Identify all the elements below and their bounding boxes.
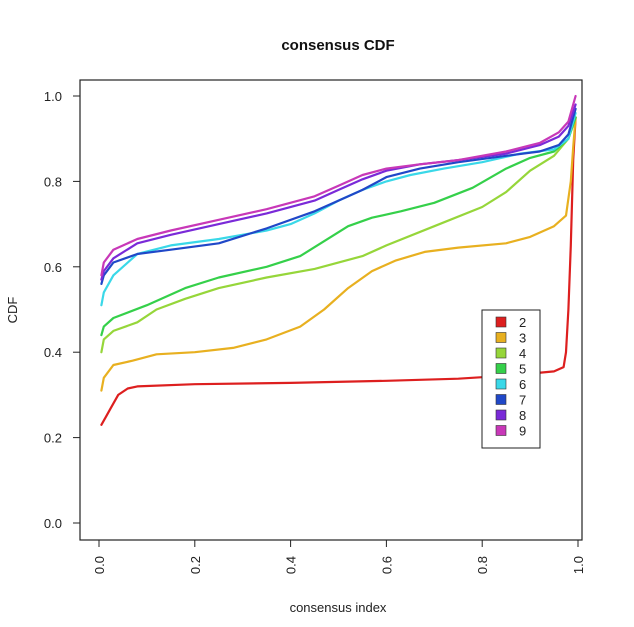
legend-label-3: 3 (519, 331, 526, 346)
legend-swatch-7 (495, 394, 507, 405)
series-line-7 (100, 107, 577, 285)
y-tick-label-3: 0.6 (44, 260, 62, 275)
series-line-8 (100, 103, 577, 281)
x-tick-label-5: 1.0 (571, 556, 586, 574)
x-tick-label-4: 0.8 (475, 556, 490, 574)
series-line-3 (100, 116, 577, 392)
series-line-9 (100, 94, 577, 277)
x-tick-label-1: 0.2 (188, 556, 203, 574)
legend-label-9: 9 (519, 424, 526, 439)
legend-swatch-5 (495, 363, 507, 374)
legend-swatch-9 (495, 425, 507, 436)
y-tick-label-4: 0.8 (44, 174, 62, 189)
y-tick-label-5: 1.0 (44, 89, 62, 104)
axes: 0.0 0.2 0.4 0.6 0.8 1.0 0.0 0.2 0.4 0.6 0.8 1.0 (44, 89, 586, 574)
series-layer (100, 94, 577, 426)
legend-label-5: 5 (519, 362, 526, 377)
legend-label-2: 2 (519, 315, 526, 330)
x-tick-label-2: 0.4 (284, 556, 299, 574)
legend-label-8: 8 (519, 408, 526, 423)
legend-swatch-3 (495, 332, 507, 343)
plot-frame (79, 79, 583, 541)
y-tick-label-2: 0.4 (44, 345, 62, 360)
y-tick-label-0: 0.0 (44, 516, 62, 531)
y-tick-label-1: 0.2 (44, 431, 62, 446)
y-axis-label: CDF (5, 297, 20, 324)
x-tick-label-3: 0.6 (379, 556, 394, 574)
legend-label-4: 4 (519, 346, 526, 361)
series-line-6 (100, 112, 577, 307)
series-line-4 (100, 116, 577, 354)
legend-swatch-6 (495, 378, 507, 390)
legend-label-7: 7 (519, 393, 526, 408)
series-line-2 (100, 116, 577, 426)
legend-box (481, 309, 541, 449)
series-line-5 (100, 116, 577, 337)
legend-swatch-8 (495, 409, 507, 421)
legend-swatch-2 (495, 316, 507, 328)
chart-title: consensus CDF (281, 37, 394, 54)
x-axis-label: consensus index (290, 600, 387, 615)
legend-swatch-4 (495, 347, 507, 359)
x-tick-label-0: 0.0 (92, 556, 107, 574)
legend-label-6: 6 (519, 377, 526, 392)
